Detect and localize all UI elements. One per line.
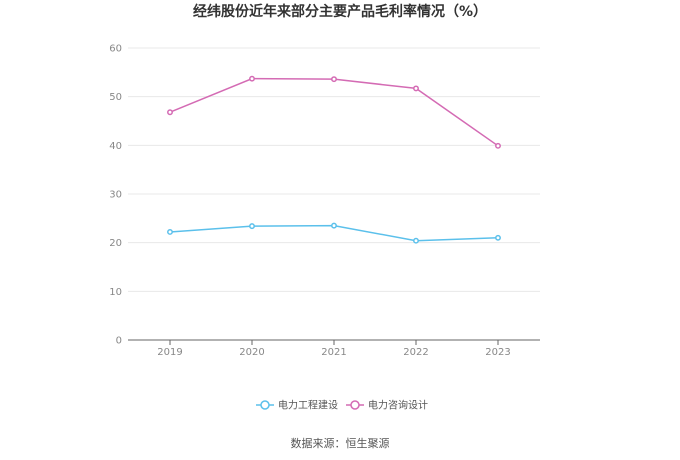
- data-point: [495, 234, 501, 241]
- x-tick-label: 2021: [321, 347, 346, 358]
- y-tick-label: 20: [109, 238, 122, 249]
- data-point: [413, 85, 419, 92]
- data-point: [249, 75, 255, 82]
- legend-circle-marker: [350, 400, 360, 410]
- x-tick-label: 2019: [157, 347, 182, 358]
- x-tick-label: 2022: [403, 347, 428, 358]
- x-tick-label: 2020: [239, 347, 264, 358]
- data-point: [413, 237, 419, 244]
- y-tick-label: 30: [109, 190, 122, 201]
- y-tick-label: 0: [116, 336, 122, 347]
- x-tick-label: 2023: [485, 347, 510, 358]
- series-lines: [167, 75, 501, 244]
- y-tick-label: 50: [109, 92, 122, 103]
- y-tick-label: 10: [109, 287, 122, 298]
- data-point: [331, 222, 337, 229]
- grid-lines: [128, 47, 540, 292]
- data-point: [331, 76, 337, 83]
- y-tick-label: 60: [109, 44, 122, 55]
- legend-label: 电力咨询设计: [368, 399, 428, 412]
- legend-label: 电力工程建设: [278, 399, 338, 412]
- chart-title: 经纬股份近年来部分主要产品毛利率情况（%）: [193, 3, 487, 20]
- source-note: 数据来源：恒生聚源: [291, 436, 390, 450]
- data-point: [167, 109, 173, 116]
- y-tick-label: 40: [109, 141, 122, 152]
- data-point: [167, 229, 173, 235]
- data-point: [495, 142, 501, 149]
- axes: 0 10 20 30 40 50 60 2019 2020 2021 2022 2023: [109, 44, 540, 358]
- legend-circle-marker: [260, 400, 270, 410]
- series-line-2: [169, 77, 499, 147]
- legend: 电力工程建设 电力咨询设计: [256, 399, 428, 412]
- data-point: [249, 223, 255, 230]
